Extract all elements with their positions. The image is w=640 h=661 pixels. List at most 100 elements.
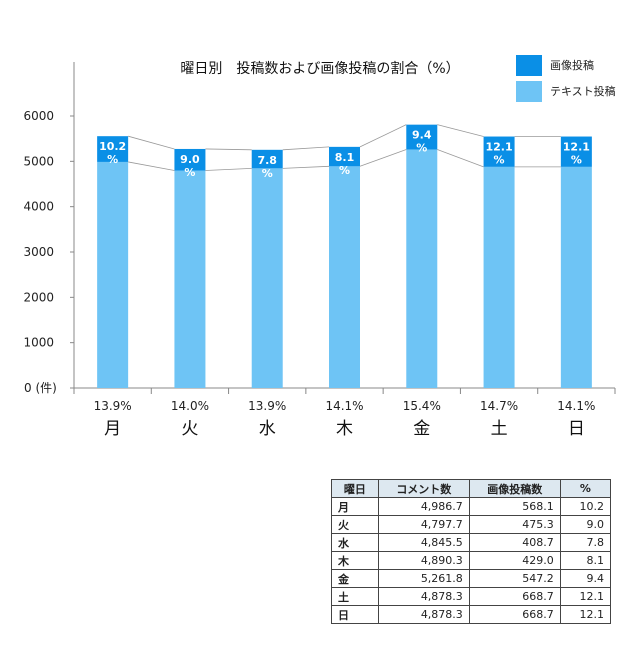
legend-label-text: テキスト投稿 <box>550 85 616 98</box>
connector-line-top <box>205 148 252 151</box>
bar-text <box>97 161 129 388</box>
table-row: 月 4,986.7 568.1 10.2 <box>331 497 612 516</box>
table-cell: 木 <box>331 551 379 570</box>
legend-label-image: 画像投稿 <box>550 59 594 72</box>
bar-image <box>483 136 515 167</box>
bar-label: 10.2% <box>99 140 126 166</box>
bar-label: 9.0% <box>180 153 200 179</box>
table-cell: 12.1 <box>559 587 612 606</box>
connector-line-top <box>437 124 484 137</box>
table-row: 火 4,797.7 475.3 9.0 <box>331 515 612 534</box>
bar-image <box>329 146 360 167</box>
table-cell: 10.2 <box>559 497 612 516</box>
bottom-percent-label: 14.1% <box>325 399 363 413</box>
table-cell: 668.7 <box>468 605 561 624</box>
y-tick-label: 2000 <box>23 290 54 304</box>
bottom-percent-label: 13.9% <box>94 399 132 413</box>
y-tick-label: 6000 <box>23 109 54 123</box>
table-cell: 12.1 <box>559 605 612 624</box>
table-header-row: 曜日 コメント数 画像投稿数 % <box>331 479 612 498</box>
bar-label: 9.4% <box>412 129 432 155</box>
connector-line-top <box>128 135 175 150</box>
bar-text <box>406 149 438 388</box>
connector-line-top <box>359 124 407 148</box>
category-label: 日 <box>568 419 585 439</box>
table-header: コメント数 <box>377 479 470 498</box>
chart-title: 曜日別 投稿数および画像投稿の割合（%） <box>180 61 460 77</box>
table-cell: 日 <box>331 605 379 624</box>
y-tick-label: 1000 <box>23 336 54 350</box>
legend-item-image: 画像投稿 <box>516 52 616 78</box>
bar-text <box>251 168 283 388</box>
bar-text <box>174 170 206 388</box>
category-label: 木 <box>336 419 353 439</box>
table-cell: 月 <box>331 497 379 516</box>
table-header: % <box>559 479 612 498</box>
legend-item-text: テキスト投稿 <box>516 78 616 104</box>
bottom-percent-label: 15.4% <box>403 399 441 413</box>
bar-image <box>406 124 438 150</box>
bar-image <box>97 136 129 162</box>
table-cell: 4,797.7 <box>377 515 470 534</box>
legend-swatch-image <box>516 54 542 76</box>
category-label: 土 <box>491 419 508 439</box>
table-cell: 7.8 <box>559 533 612 552</box>
category-label: 金 <box>413 419 430 439</box>
table-cell: 火 <box>331 515 379 534</box>
connector-line-top <box>282 146 330 151</box>
category-label: 月 <box>104 419 121 439</box>
table-header: 画像投稿数 <box>468 479 561 498</box>
connector-line-mid <box>205 167 252 171</box>
table-cell: 4,878.3 <box>377 587 470 606</box>
table-cell: 408.7 <box>468 533 561 552</box>
table-row: 水 4,845.5 408.7 7.8 <box>331 533 612 552</box>
category-label: 火 <box>181 419 198 439</box>
bottom-percent-label: 14.0% <box>171 399 209 413</box>
bar-text <box>329 166 360 388</box>
bottom-percent-label: 13.9% <box>248 399 286 413</box>
bar-label: 8.1% <box>335 151 355 177</box>
table-cell: 547.2 <box>468 569 561 588</box>
table-cell: 土 <box>331 587 379 606</box>
table-cell: 4,986.7 <box>377 497 470 516</box>
bar-text <box>483 166 515 388</box>
bar-label: 7.8% <box>257 154 277 180</box>
y-tick-label: 3000 <box>23 245 54 259</box>
table-cell: 429.0 <box>468 551 561 570</box>
table-cell: 9.4 <box>559 569 612 588</box>
table-row: 日 4,878.3 668.7 12.1 <box>331 605 612 624</box>
data-table: 曜日 コメント数 画像投稿数 % 月 4,986.7 568.1 10.2 火 4,797… <box>331 479 612 624</box>
table-cell: 9.0 <box>559 515 612 534</box>
y-tick-label: 5000 <box>23 154 54 168</box>
table-cell: 4,845.5 <box>377 533 470 552</box>
y-tick-label: 0 (件) <box>24 381 57 395</box>
table-cell: 5,261.8 <box>377 569 470 588</box>
connector-line-mid <box>128 161 175 171</box>
bar-image <box>174 148 206 171</box>
bar-label: 12.1% <box>486 141 513 167</box>
bar-label: 12.1% <box>563 141 590 167</box>
legend-swatch-text <box>516 80 542 102</box>
table-cell: 水 <box>331 533 379 552</box>
bottom-percent-label: 14.7% <box>480 399 518 413</box>
legend: 画像投稿 テキスト投稿 <box>516 52 616 104</box>
table-header: 曜日 <box>331 479 379 498</box>
category-label: 水 <box>259 419 276 439</box>
table-cell: 8.1 <box>559 551 612 570</box>
table-row: 土 4,878.3 668.7 12.1 <box>331 587 612 606</box>
y-tick-label: 4000 <box>23 200 54 214</box>
table-cell: 568.1 <box>468 497 561 516</box>
table-cell: 4,878.3 <box>377 605 470 624</box>
connector-line-mid <box>359 149 407 167</box>
table-cell: 668.7 <box>468 587 561 606</box>
table-row: 木 4,890.3 429.0 8.1 <box>331 551 612 570</box>
connector-line-mid <box>437 149 484 168</box>
bar-chart: 0 (件) 1000 2000 3000 4000 5000 6000 10.2 % 13.9% 月… <box>23 62 616 439</box>
table-row: 金 5,261.8 547.2 9.4 <box>331 569 612 588</box>
bottom-percent-label: 14.1% <box>557 399 595 413</box>
table-cell: 475.3 <box>468 515 561 534</box>
bar-text <box>560 166 592 388</box>
table-cell: 金 <box>331 569 379 588</box>
connector-line-mid <box>282 165 330 169</box>
bar-image <box>251 149 283 169</box>
